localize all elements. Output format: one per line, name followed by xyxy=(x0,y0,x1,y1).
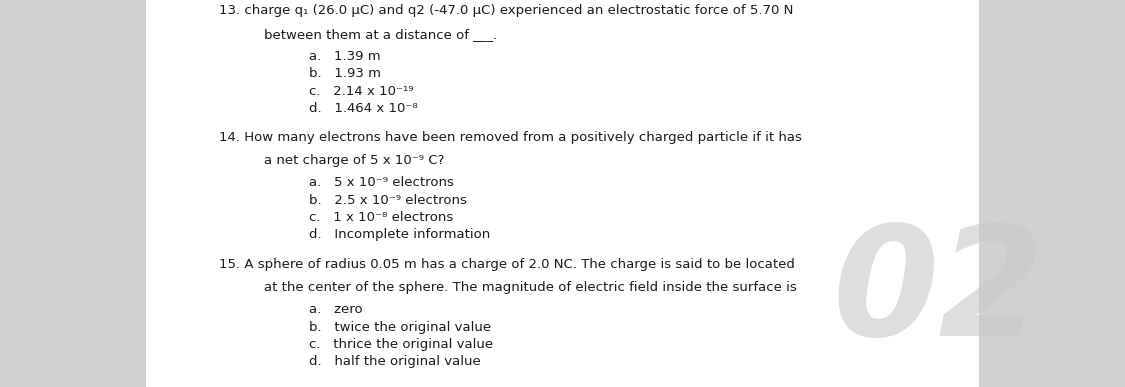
Text: b.   twice the original value: b. twice the original value xyxy=(309,320,492,334)
Text: a.   5 x 10⁻⁹ electrons: a. 5 x 10⁻⁹ electrons xyxy=(309,176,454,189)
Text: d.   Incomplete information: d. Incomplete information xyxy=(309,228,490,241)
Text: 15. A sphere of radius 0.05 m has a charge of 2.0 NC. The charge is said to be l: 15. A sphere of radius 0.05 m has a char… xyxy=(219,258,795,271)
Text: a net charge of 5 x 10⁻⁹ C?: a net charge of 5 x 10⁻⁹ C? xyxy=(264,154,444,167)
Text: between them at a distance of ___.: between them at a distance of ___. xyxy=(264,27,497,41)
Text: c.   1 x 10⁻⁸ electrons: c. 1 x 10⁻⁸ electrons xyxy=(309,211,453,224)
Text: at the center of the sphere. The magnitude of electric field inside the surface : at the center of the sphere. The magnitu… xyxy=(264,281,798,294)
Text: c.   thrice the original value: c. thrice the original value xyxy=(309,338,494,351)
Bar xyxy=(146,0,979,387)
Text: b.   1.93 m: b. 1.93 m xyxy=(309,67,381,80)
Text: c.   2.14 x 10⁻¹⁹: c. 2.14 x 10⁻¹⁹ xyxy=(309,84,414,98)
Text: 13. charge q₁ (26.0 μC) and q2 (-47.0 μC) experienced an electrostatic force of : 13. charge q₁ (26.0 μC) and q2 (-47.0 μC… xyxy=(219,4,794,17)
Text: 02: 02 xyxy=(832,219,1045,368)
Text: d.   half the original value: d. half the original value xyxy=(309,355,482,368)
Text: b.   2.5 x 10⁻⁹ electrons: b. 2.5 x 10⁻⁹ electrons xyxy=(309,194,467,207)
Text: a.   1.39 m: a. 1.39 m xyxy=(309,50,381,63)
Text: a.   zero: a. zero xyxy=(309,303,363,316)
Text: 14. How many electrons have been removed from a positively charged particle if i: 14. How many electrons have been removed… xyxy=(219,131,802,144)
Text: d.   1.464 x 10⁻⁸: d. 1.464 x 10⁻⁸ xyxy=(309,102,418,115)
